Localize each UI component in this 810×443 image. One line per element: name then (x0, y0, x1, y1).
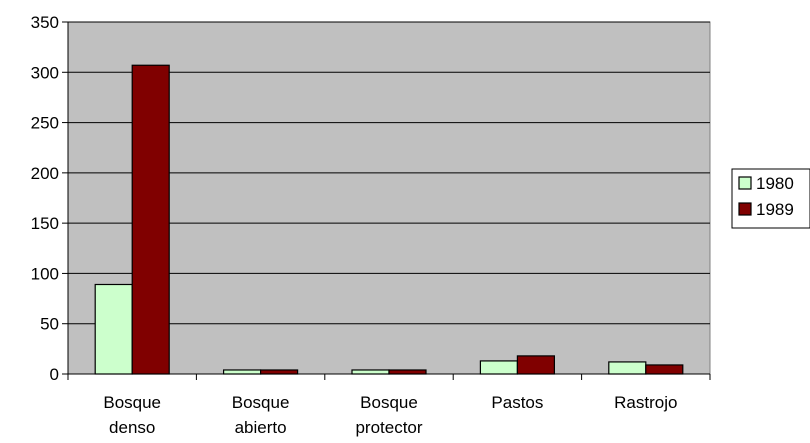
y-tick-label: 150 (31, 214, 59, 233)
y-tick-label: 0 (50, 365, 59, 384)
legend-label-1989: 1989 (756, 200, 794, 219)
gridlines (68, 21, 710, 325)
x-tick-label: Bosque (360, 393, 418, 412)
bar-1980-2 (351, 369, 390, 375)
x-axis: Bosque denso Bosque abierto Bosque protector P… (67, 373, 711, 437)
y-tick-label: 100 (31, 264, 59, 283)
x-tick-label: Pastos (491, 393, 543, 412)
legend-label-1980: 1980 (756, 174, 794, 193)
bar-1980-3 (479, 360, 518, 375)
y-axis: 0 50 100 150 200 250 300 350 (31, 13, 69, 384)
x-tick-label: denso (109, 418, 155, 437)
legend-swatch-1980 (738, 176, 752, 190)
y-tick-label: 300 (31, 63, 59, 82)
x-tick-label: Rastrojo (614, 393, 677, 412)
legend: 1980 1989 (731, 168, 810, 229)
plot-area (67, 21, 711, 375)
y-tick-label: 350 (31, 13, 59, 32)
bar-1989-0 (131, 64, 170, 375)
bar-1980-0 (94, 283, 133, 375)
x-tick-label: Bosque (232, 393, 290, 412)
x-tick-label: protector (355, 418, 422, 437)
bar-1989-4 (645, 364, 684, 375)
x-tick-label: Bosque (103, 393, 161, 412)
y-tick-label: 50 (40, 315, 59, 334)
bar-1980-1 (223, 369, 262, 375)
x-tick-label: abierto (235, 418, 287, 437)
bar-1980-4 (608, 361, 647, 375)
bars (94, 64, 684, 375)
y-tick-label: 200 (31, 164, 59, 183)
bar-1989-3 (516, 355, 556, 375)
bar-1989-2 (388, 369, 427, 375)
bar-1989-1 (260, 369, 299, 375)
y-tick-label: 250 (31, 114, 59, 133)
legend-swatch-1989 (738, 202, 752, 216)
